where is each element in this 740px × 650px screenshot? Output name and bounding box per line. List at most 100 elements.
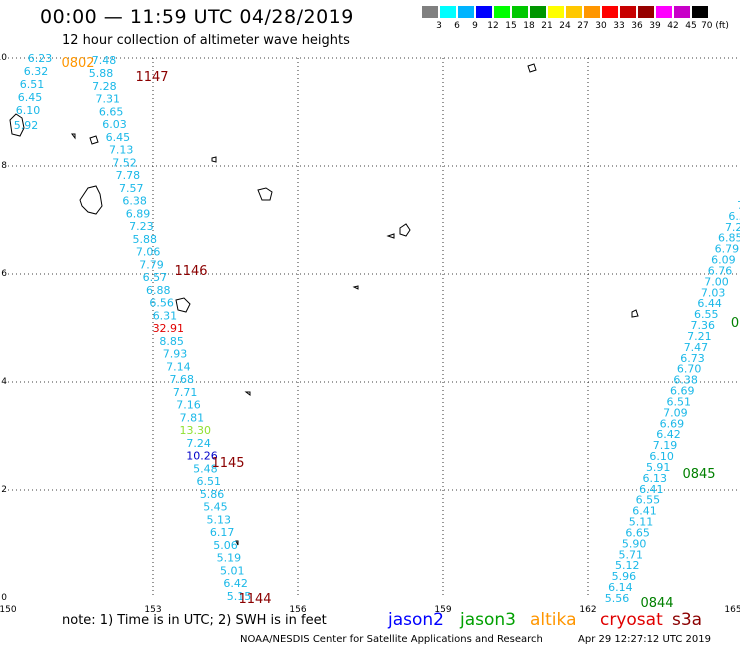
- wave-height-label: 7.23: [129, 220, 154, 233]
- colorbar-label: 33: [613, 21, 625, 31]
- colorbar-label: 15: [505, 21, 517, 31]
- time-labels: 0802 1147 1146 1145 1144 0845 0844 0: [61, 56, 739, 611]
- wave-height-label: 5.92: [14, 119, 39, 132]
- island: [71, 133, 76, 140]
- wave-height-label: 6.17: [210, 526, 235, 539]
- wave-height-label: 6.45: [106, 131, 131, 144]
- wave-height-label: 6.38: [673, 374, 698, 387]
- wave-height-label: 5.96: [612, 570, 637, 583]
- wave-height-label: 6.55: [694, 308, 719, 321]
- colorbar-label: 24: [559, 21, 571, 31]
- colorbar-swatch: [529, 5, 547, 19]
- legend-cryosat: cryosat: [600, 610, 663, 630]
- colorbar-swatch: [565, 5, 583, 19]
- colorbar-label: 18: [523, 21, 535, 31]
- wave-height-label: 7.2: [725, 221, 740, 234]
- x-tick-label: 150: [0, 605, 17, 615]
- wave-height-label: 10.26: [186, 450, 218, 463]
- wave-height-label: 6.70: [677, 363, 702, 376]
- wave-height-label: 6.41: [639, 483, 664, 496]
- wave-height-label: 7.68: [170, 373, 195, 386]
- islands: [9, 63, 639, 546]
- colorbar-swatch: [511, 5, 529, 19]
- wave-height-label: 7.93: [163, 348, 188, 361]
- colorbar-label: 27: [577, 21, 589, 31]
- wave-height-label: 6.51: [667, 395, 692, 408]
- legend-jason2: jason2: [388, 610, 444, 630]
- legend-altika: altika: [530, 610, 577, 630]
- wave-height-label: 7.31: [95, 93, 120, 106]
- colorbar-label: 42: [667, 21, 679, 31]
- colorbar: [421, 5, 709, 19]
- colorbar-label: 39: [649, 21, 661, 31]
- y-tick-label: 8: [1, 161, 7, 171]
- island: [631, 309, 639, 318]
- wave-height-label: 7.71: [173, 386, 198, 399]
- wave-height-label: 5.90: [622, 537, 647, 550]
- pass-time-label: 1147: [135, 70, 168, 85]
- wave-height-label: 6.73: [680, 352, 705, 365]
- wave-height-label: 5.56: [605, 592, 630, 605]
- legend-s3a: s3a: [672, 610, 703, 630]
- x-tick-label: 165: [724, 605, 740, 615]
- y-tick-label: 10: [0, 53, 7, 63]
- wave-height-label: 5.19: [217, 552, 242, 565]
- x-tick-label: 156: [289, 605, 306, 615]
- y-tick-label: 0: [1, 593, 7, 603]
- pass-time-label: 0844: [640, 596, 673, 611]
- wave-height-label: 6.31: [153, 309, 178, 322]
- wave-height-label: 5.11: [629, 516, 654, 529]
- wave-height-label: 5.15: [227, 590, 252, 603]
- wave-height-label: 6.56: [149, 297, 174, 310]
- pass-time-label: 0845: [682, 467, 715, 482]
- wave-height-label: 7: [737, 199, 740, 212]
- wave-height-label: 6.44: [697, 297, 722, 310]
- legend-jason3: jason3: [460, 610, 516, 630]
- wave-height-label: 6.55: [636, 494, 661, 507]
- wave-height-label: 5.86: [200, 488, 225, 501]
- wave-height-label: 6.45: [18, 91, 43, 104]
- colorbar-swatch: [547, 5, 565, 19]
- wave-height-label: 6.76: [708, 264, 733, 277]
- wave-height-label: 7.21: [687, 330, 712, 343]
- wave-height-label: 7.14: [166, 360, 191, 373]
- colorbar-swatch: [421, 5, 439, 19]
- wave-height-label: 6.69: [660, 417, 685, 430]
- wave-height-label: 6.65: [99, 105, 124, 118]
- colorbar-swatch: [583, 5, 601, 19]
- wave-height-label: 6.42: [656, 428, 681, 441]
- wave-height-label: 5.71: [618, 548, 643, 561]
- wave-height-label: 5.13: [207, 513, 232, 526]
- colorbar-label: 6: [454, 21, 460, 31]
- wave-height-label: 5.45: [203, 501, 228, 514]
- colorbar-swatch: [655, 5, 673, 19]
- colorbar-label: 12: [487, 21, 499, 31]
- wave-height-label: 5.88: [133, 233, 158, 246]
- wave-height-label: 6.51: [20, 78, 45, 91]
- pass-time-label: 1144: [238, 592, 271, 607]
- wave-height-label: 6.85: [718, 232, 740, 245]
- altimeter-tracks: 7.486.236.326.516.456.105.925.887.287.31…: [14, 52, 740, 605]
- timestamp-text: Apr 29 12:27:12 UTC 2019: [578, 634, 711, 645]
- wave-height-label: 6.42: [223, 577, 248, 590]
- wave-height-label: 7.79: [139, 258, 164, 271]
- page-subtitle: 12 hour collection of altimeter wave hei…: [62, 33, 350, 48]
- wave-height-label: 6.5: [728, 210, 740, 223]
- wave-height-label: 6.79: [715, 243, 740, 256]
- wave-height-label: 32.91: [153, 322, 185, 335]
- colorbar-label: 70 (ft): [701, 21, 729, 31]
- colorbar-swatch: [457, 5, 475, 19]
- wave-height-label: 5.91: [646, 461, 671, 474]
- map-grid: 150 153 156 159 162 165 0 2 4 6 8 10: [0, 53, 740, 615]
- wave-height-label: 6.23: [28, 52, 53, 65]
- wave-height-label: 6.65: [625, 526, 650, 539]
- island: [257, 187, 273, 201]
- wave-height-label: 6.41: [632, 505, 657, 518]
- wave-height-label: 6.13: [643, 472, 668, 485]
- colorbar-label: 21: [541, 21, 553, 31]
- island: [235, 540, 239, 546]
- y-tick-label: 6: [1, 269, 7, 279]
- wave-height-label: 6.89: [126, 207, 151, 220]
- wave-height-label: 6.10: [16, 104, 41, 117]
